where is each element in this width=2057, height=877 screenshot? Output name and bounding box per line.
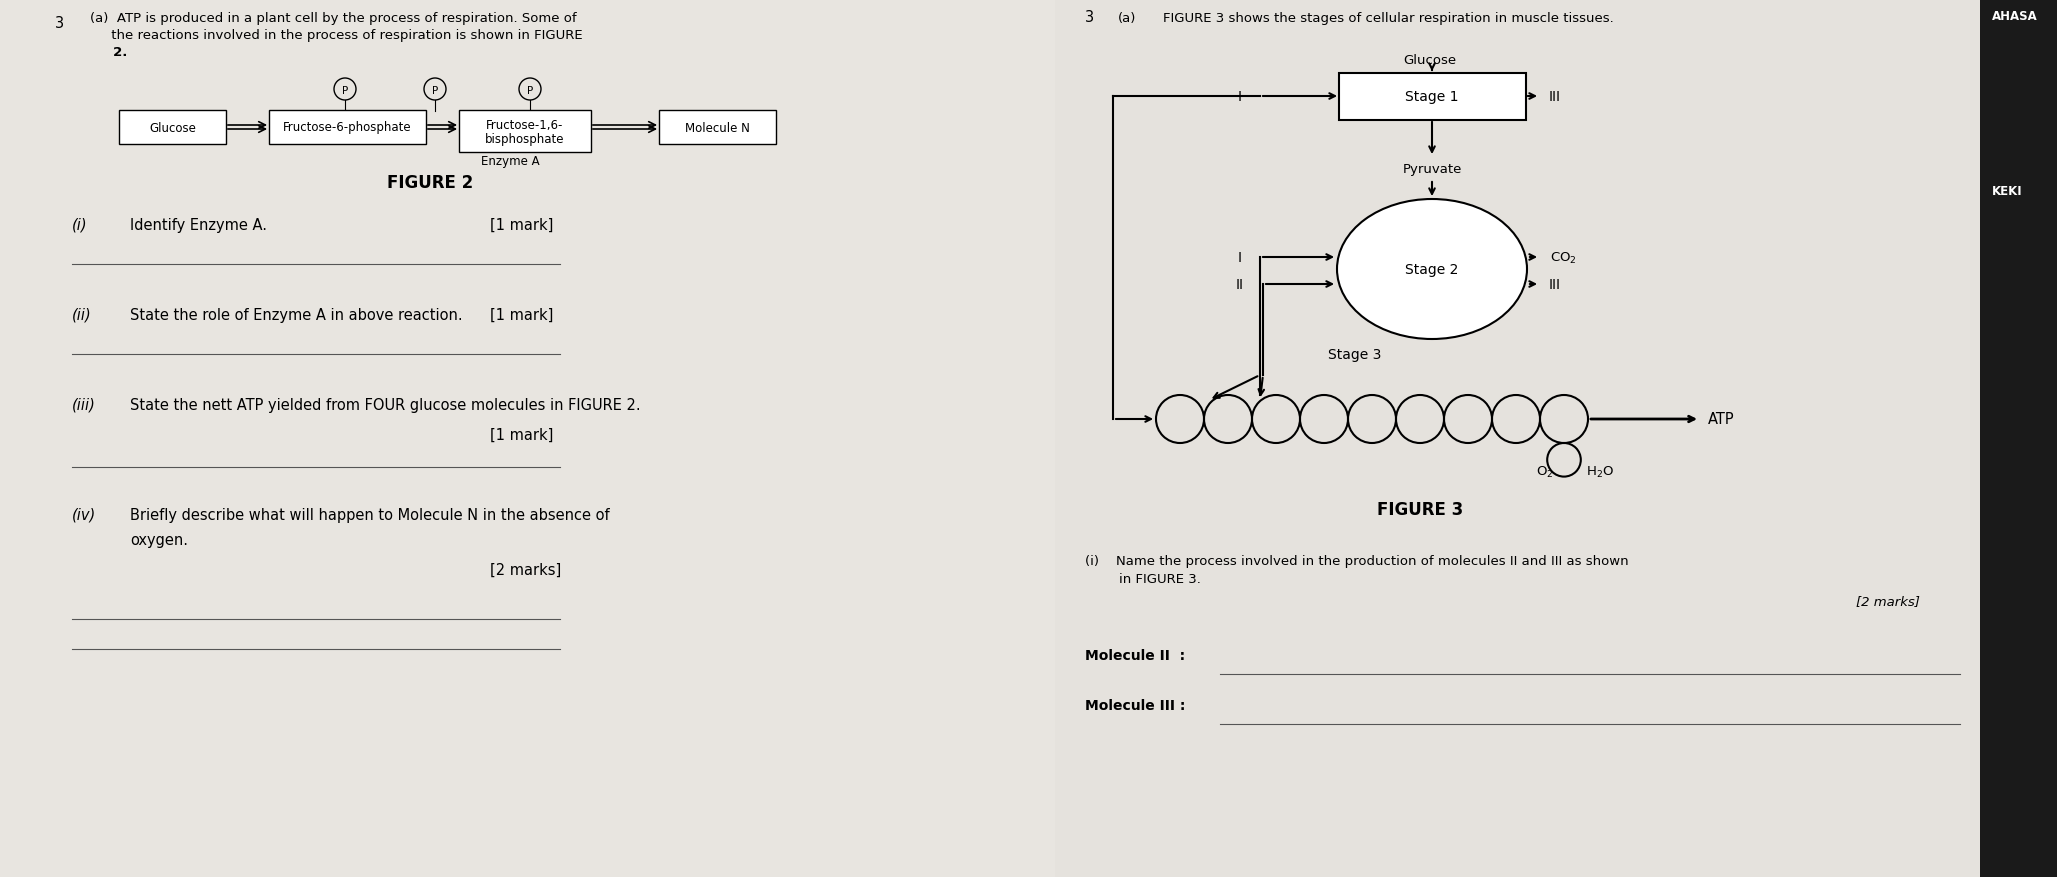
Text: H$_2$O: H$_2$O (1586, 464, 1615, 479)
FancyBboxPatch shape (119, 111, 226, 145)
FancyBboxPatch shape (0, 0, 1055, 877)
FancyBboxPatch shape (1055, 0, 1981, 877)
Text: [1 mark]: [1 mark] (490, 308, 553, 323)
Ellipse shape (1337, 200, 1526, 339)
Text: State the role of Enzyme A in above reaction.: State the role of Enzyme A in above reac… (130, 308, 463, 323)
Text: (iii): (iii) (72, 397, 97, 412)
FancyBboxPatch shape (1339, 74, 1526, 121)
Text: III: III (1549, 278, 1561, 292)
Text: (a): (a) (1119, 12, 1135, 25)
FancyBboxPatch shape (658, 111, 775, 145)
Text: (i)    Name the process involved in the production of molecules II and III as sh: (i) Name the process involved in the pro… (1084, 554, 1629, 567)
Text: [2 marks]: [2 marks] (490, 562, 562, 577)
Text: 3: 3 (56, 16, 64, 31)
Text: KEKI: KEKI (1991, 185, 2022, 198)
Text: State the nett ATP yielded from FOUR glucose molecules in FIGURE 2.: State the nett ATP yielded from FOUR glu… (130, 397, 640, 412)
Text: ATP: ATP (1707, 412, 1734, 427)
Text: Glucose: Glucose (1403, 53, 1456, 67)
Text: in FIGURE 3.: in FIGURE 3. (1084, 573, 1201, 585)
Text: III: III (1549, 90, 1561, 103)
Text: FIGURE 3 shows the stages of cellular respiration in muscle tissues.: FIGURE 3 shows the stages of cellular re… (1162, 12, 1615, 25)
Text: P: P (432, 86, 438, 96)
Text: FIGURE 2: FIGURE 2 (387, 174, 473, 192)
Text: I: I (1238, 251, 1242, 265)
Text: Molecule N: Molecule N (685, 121, 751, 134)
Text: FIGURE 3: FIGURE 3 (1376, 501, 1463, 518)
Text: Molecule II  :: Molecule II : (1084, 648, 1185, 662)
Text: (iv): (iv) (72, 508, 97, 523)
Text: I: I (1238, 90, 1242, 103)
Text: bisphosphate: bisphosphate (485, 132, 566, 146)
Text: 3: 3 (1084, 10, 1094, 25)
Text: oxygen.: oxygen. (130, 532, 187, 547)
Text: O$_2$: O$_2$ (1537, 464, 1553, 479)
FancyBboxPatch shape (1981, 0, 2057, 877)
Text: (i): (i) (72, 217, 88, 232)
Text: Stage 3: Stage 3 (1329, 347, 1382, 361)
Text: Molecule III :: Molecule III : (1084, 698, 1185, 712)
Text: II: II (1236, 278, 1244, 292)
Text: the reactions involved in the process of respiration is shown in FIGURE: the reactions involved in the process of… (91, 29, 582, 42)
Text: (a)  ATP is produced in a plant cell by the process of respiration. Some of: (a) ATP is produced in a plant cell by t… (91, 12, 576, 25)
Text: [2 marks]: [2 marks] (1855, 595, 1919, 607)
FancyBboxPatch shape (269, 111, 426, 145)
Text: Fructose-1,6-: Fructose-1,6- (485, 118, 564, 132)
Text: (ii): (ii) (72, 308, 93, 323)
Text: CO$_2$: CO$_2$ (1551, 250, 1578, 265)
Text: Enzyme A: Enzyme A (481, 155, 539, 168)
Text: P: P (341, 86, 348, 96)
Text: Identify Enzyme A.: Identify Enzyme A. (130, 217, 267, 232)
Text: Pyruvate: Pyruvate (1403, 163, 1463, 176)
Text: Fructose-6-phosphate: Fructose-6-phosphate (284, 121, 411, 134)
Text: Glucose: Glucose (148, 121, 195, 134)
Text: Stage 2: Stage 2 (1405, 263, 1458, 276)
Text: [1 mark]: [1 mark] (490, 427, 553, 443)
Text: Briefly describe what will happen to Molecule N in the absence of: Briefly describe what will happen to Mol… (130, 508, 609, 523)
FancyBboxPatch shape (459, 111, 590, 153)
Text: Stage 1: Stage 1 (1405, 90, 1458, 103)
Text: [1 mark]: [1 mark] (490, 217, 553, 232)
Text: AHASA: AHASA (1991, 10, 2038, 23)
Text: P: P (527, 86, 533, 96)
Text: 2.: 2. (91, 46, 128, 59)
